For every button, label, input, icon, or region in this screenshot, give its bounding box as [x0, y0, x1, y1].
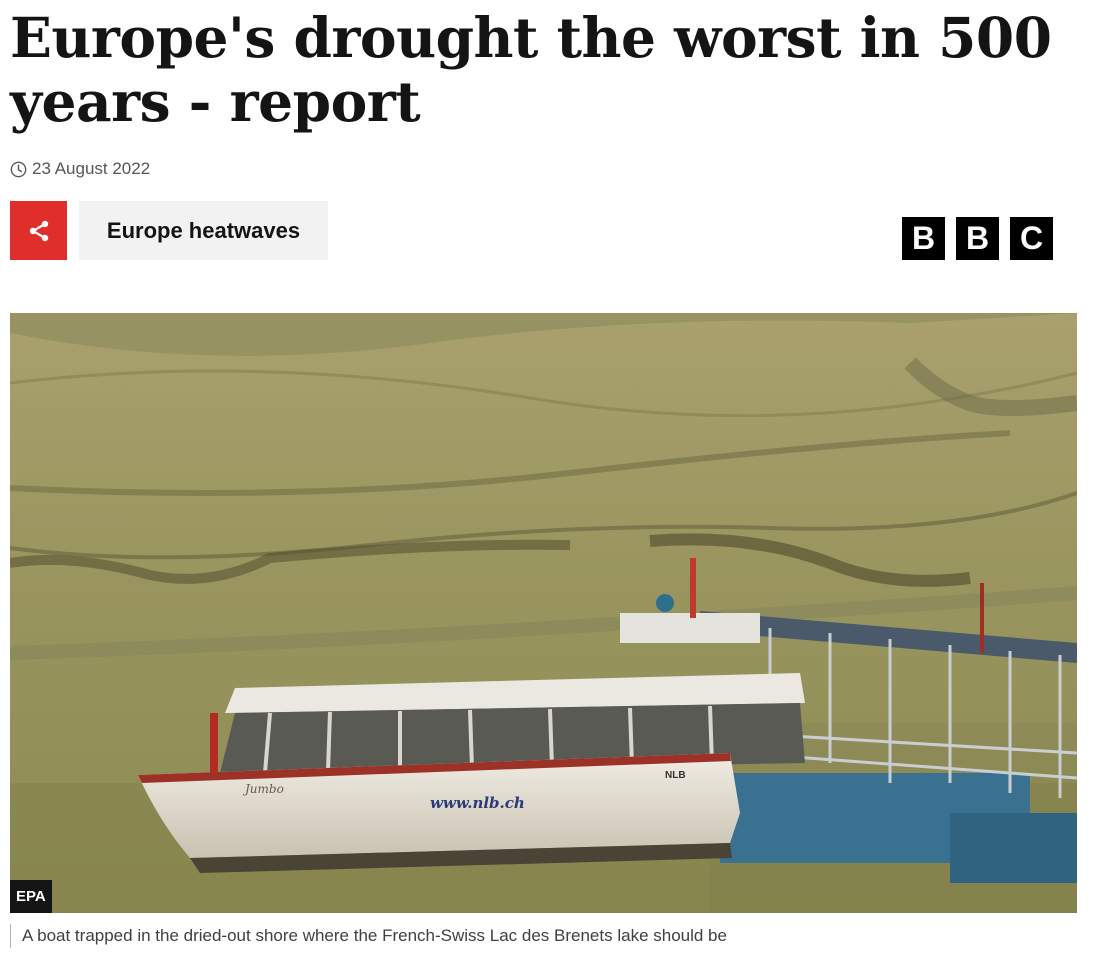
article-dateline: 23 August 2022 [10, 158, 150, 180]
bbc-logo-block-1: B [902, 217, 945, 260]
topic-tag-europe-heatwaves[interactable]: Europe heatwaves [79, 201, 328, 260]
article-date: 23 August 2022 [32, 159, 151, 178]
article-hero-image: www.nlb.ch Jumbo NLB [10, 313, 1077, 913]
boat-website-text: www.nlb.ch [430, 794, 525, 812]
clock-icon [10, 161, 27, 177]
article-headline: Europe's drought the worst in 500 years … [10, 5, 1052, 134]
image-credit: EPA [10, 880, 52, 913]
boat-name-text: Jumbo [242, 782, 284, 796]
share-button[interactable] [10, 201, 67, 260]
image-caption: A boat trapped in the dried-out shore wh… [10, 924, 727, 948]
share-icon [29, 220, 48, 241]
bbc-logo-block-3: C [1010, 217, 1053, 260]
bbc-logo[interactable]: B B C [902, 217, 1053, 260]
bbc-logo-block-2: B [956, 217, 999, 260]
boat-registration-text: NLB [665, 770, 686, 781]
topic-tag-label: Europe heatwaves [106, 217, 301, 243]
dried-lake-boat-illustration: www.nlb.ch Jumbo NLB [10, 313, 1077, 913]
